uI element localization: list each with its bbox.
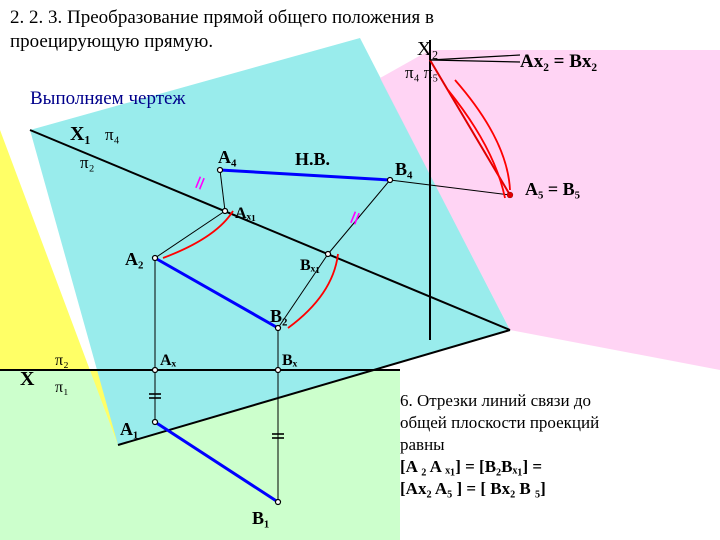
svg-text:A₂: A₂ [125, 249, 143, 269]
svg-text:π₄ π₅: π₄ π₅ [405, 63, 438, 82]
svg-text:π₂: π₂ [55, 352, 69, 369]
svg-text:π₄: π₄ [105, 125, 120, 144]
note-block: 6. Отрезки линий связи дообщей плоскости… [400, 390, 700, 500]
svg-text:B₄: B₄ [395, 159, 413, 179]
diagram-title: 2. 2. 3. Преобразование прямой общего по… [10, 6, 550, 54]
svg-text:B₁: B₁ [252, 508, 269, 528]
svg-text:X: X [20, 368, 35, 390]
svg-text:Bₓ: Bₓ [282, 352, 298, 369]
svg-text:Aₓ: Aₓ [160, 352, 177, 369]
svg-text:B₂: B₂ [270, 306, 287, 326]
svg-text:Bₓ₁: Bₓ₁ [300, 257, 320, 274]
subtitle: Выполняем чертеж [30, 88, 186, 110]
svg-text:Aₓ₁: Aₓ₁ [235, 205, 256, 222]
svg-text:A₅ = B₅: A₅ = B₅ [525, 179, 580, 199]
svg-text:Ax₂ = Bx₂: Ax₂ = Bx₂ [520, 51, 597, 72]
svg-text:π₁: π₁ [55, 379, 69, 396]
svg-text:A₄: A₄ [218, 147, 237, 167]
svg-text:A₁: A₁ [120, 419, 138, 439]
svg-text:Н.В.: Н.В. [295, 149, 330, 169]
svg-text:π₂: π₂ [80, 153, 95, 172]
svg-text:X₁: X₁ [70, 123, 90, 145]
